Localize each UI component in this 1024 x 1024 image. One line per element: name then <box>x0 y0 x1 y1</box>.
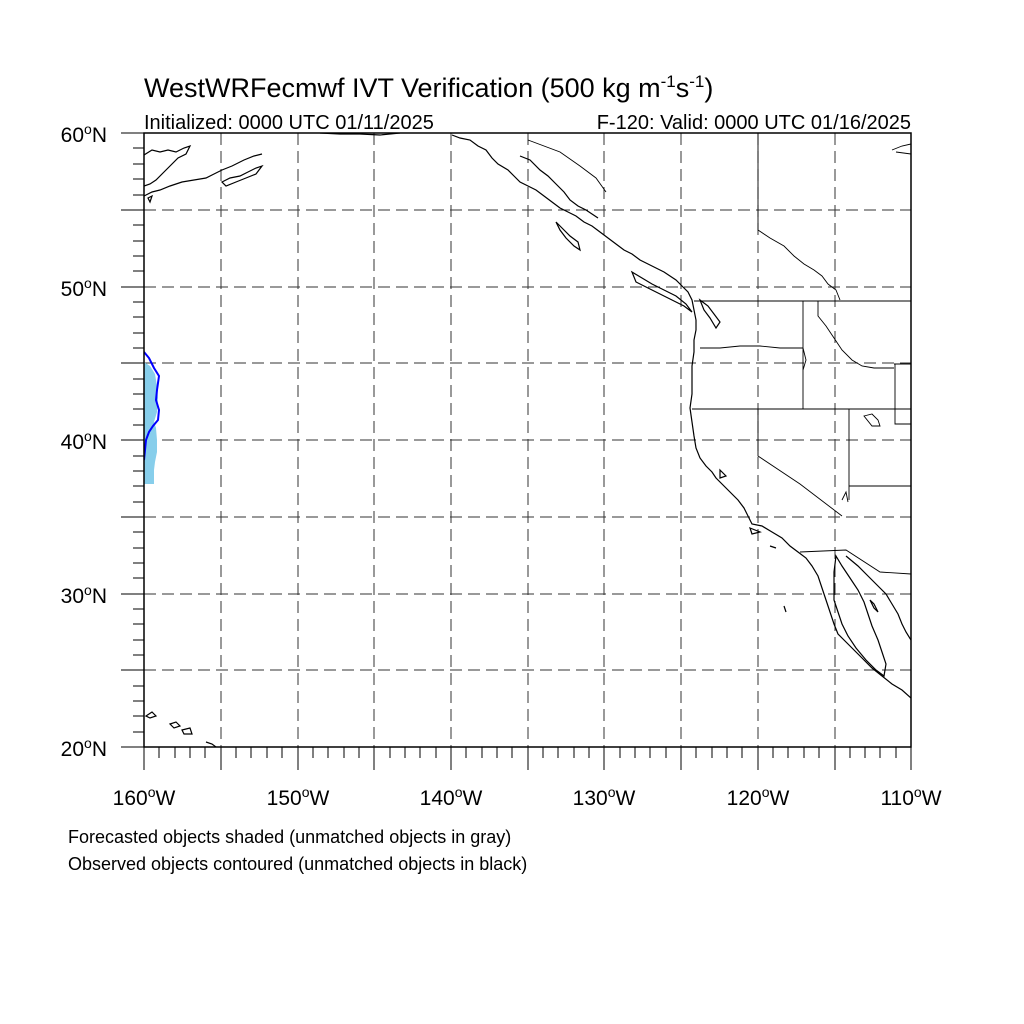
lon-label-160w: 160oW <box>113 784 176 810</box>
lat-label-30n: 30oN <box>61 582 107 608</box>
forecast-object-shading <box>144 362 158 484</box>
lon-label-120w: 120oW <box>727 784 790 810</box>
lat-label-20n: 20oN <box>61 735 107 761</box>
alaska-coastline <box>144 144 264 204</box>
initialized-subtitle: Initialized: 0000 UTC 01/11/2025 <box>144 112 434 134</box>
observed-object-contour <box>144 351 161 461</box>
mexico-coastline <box>833 554 911 678</box>
pacific-coastline <box>319 133 911 699</box>
footnote-observed: Observed objects contoured (unmatched ob… <box>68 854 527 874</box>
lat-ticks <box>121 132 144 748</box>
lat-label-50n: 50oN <box>61 275 107 301</box>
lon-ticks <box>143 747 912 770</box>
lon-label-140w: 140oW <box>420 784 483 810</box>
gridlines <box>144 133 911 747</box>
map-title: WestWRFecmwf IVT Verification (500 kg m-… <box>144 72 713 103</box>
valid-subtitle: F-120: Valid: 0000 UTC 01/16/2025 <box>597 112 911 134</box>
lon-label-110w: 110oW <box>880 784 941 810</box>
lat-label-60n: 60oN <box>61 121 107 147</box>
political-boundaries <box>527 133 911 575</box>
footnote-forecast: Forecasted objects shaded (unmatched obj… <box>68 827 511 847</box>
lon-label-150w: 150oW <box>267 784 330 810</box>
hawaii-islands <box>144 711 217 747</box>
lat-label-40n: 40oN <box>61 428 107 454</box>
lon-label-130w: 130oW <box>573 784 636 810</box>
map-content <box>144 133 911 747</box>
